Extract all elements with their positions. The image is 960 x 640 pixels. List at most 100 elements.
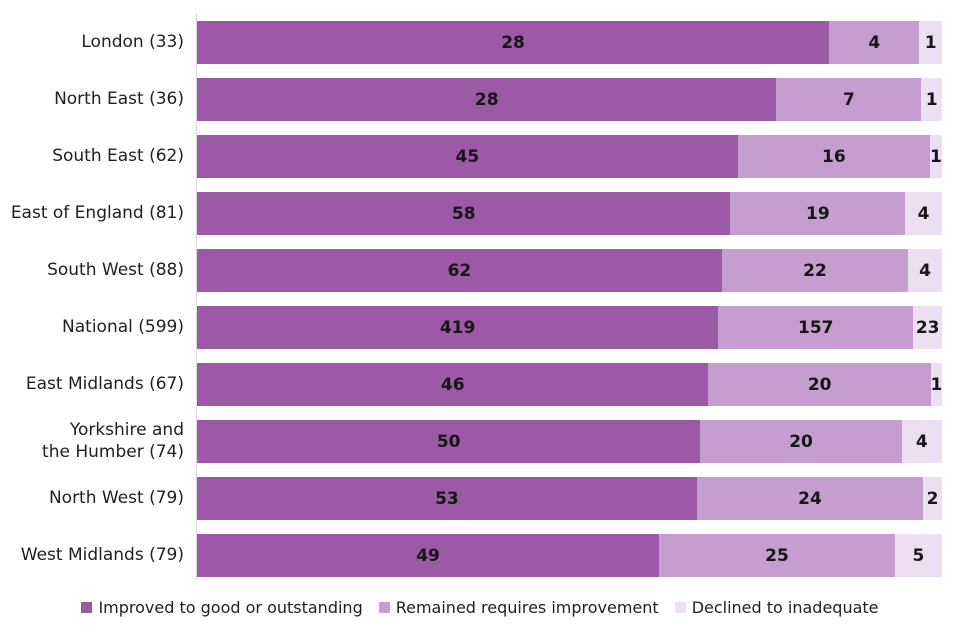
category-label: South East (62) — [52, 145, 184, 166]
bar-segment: 16 — [737, 135, 930, 178]
bar-segment: 24 — [696, 477, 924, 520]
value-label: 45 — [455, 146, 480, 167]
chart-row: Yorkshire and the Humber (74) 50 20 4 — [0, 413, 960, 470]
bar-segment: 45 — [197, 135, 738, 178]
chart-row: London (33) 28 4 1 — [0, 14, 960, 71]
bar-segment: 419 — [197, 306, 719, 349]
value-label: 20 — [807, 374, 832, 395]
bar-group: 50 20 4 — [197, 420, 942, 463]
value-label: 1 — [930, 146, 942, 167]
category-label: North East (36) — [54, 88, 184, 109]
bar-segment: 20 — [700, 420, 902, 463]
bar-group: 28 7 1 — [197, 78, 942, 121]
bar-group: 49 25 5 — [197, 534, 942, 577]
bar-segment: 1 — [929, 135, 942, 178]
legend-label: Remained requires improvement — [395, 598, 659, 617]
bar-segment: 4 — [905, 192, 942, 235]
value-label: 19 — [805, 203, 830, 224]
category-label: East of England (81) — [10, 202, 184, 223]
bar-segment: 62 — [197, 249, 722, 292]
bar-group: 45 16 1 — [197, 135, 942, 178]
bar-segment: 53 — [197, 477, 697, 520]
value-label: 419 — [439, 317, 476, 338]
legend-swatch-icon — [81, 602, 93, 613]
legend: Improved to good or outstanding Remained … — [0, 598, 960, 617]
bar-segment: 49 — [197, 534, 660, 577]
bar-segment: 22 — [721, 249, 909, 292]
bar-segment: 4 — [829, 21, 920, 64]
category-label: London (33) — [81, 31, 184, 52]
bar-segment: 25 — [659, 534, 895, 577]
chart-row: North West (79) 53 24 2 — [0, 470, 960, 527]
value-label: 1 — [930, 374, 943, 395]
chart-row: South East (62) 45 16 1 — [0, 128, 960, 185]
bar-group: 58 19 4 — [197, 192, 942, 235]
bar-segment: 5 — [894, 534, 942, 577]
chart-row: West Midlands (79) 49 25 5 — [0, 527, 960, 584]
value-label: 157 — [798, 317, 834, 338]
legend-label: Declined to inadequate — [691, 598, 879, 617]
value-label: 7 — [842, 89, 855, 110]
chart-row: East Midlands (67) 46 20 1 — [0, 356, 960, 413]
bar-segment: 46 — [197, 363, 709, 406]
bar-segment: 20 — [708, 363, 931, 406]
bar-group: 62 22 4 — [197, 249, 942, 292]
bar-segment: 4 — [901, 420, 942, 463]
bar-segment: 1 — [919, 21, 942, 64]
bar-group: 53 24 2 — [197, 477, 942, 520]
value-label: 4 — [917, 203, 930, 224]
category-label: National (599) — [62, 316, 184, 337]
value-label: 1 — [924, 32, 937, 53]
bar-group: 28 4 1 — [197, 21, 942, 64]
value-label: 4 — [915, 431, 928, 452]
bar-segment: 7 — [776, 78, 922, 121]
bar-segment: 28 — [197, 78, 777, 121]
chart-row: East of England (81) 58 19 4 — [0, 185, 960, 242]
value-label: 50 — [436, 431, 461, 452]
category-label: West Midlands (79) — [20, 544, 184, 565]
value-label: 53 — [435, 488, 459, 509]
bar-segment: 19 — [730, 192, 906, 235]
value-label: 2 — [926, 488, 939, 509]
legend-swatch-icon — [674, 602, 686, 613]
category-label: East Midlands (67) — [25, 373, 184, 394]
bar-segment: 50 — [197, 420, 701, 463]
bar-segment: 2 — [923, 477, 942, 520]
value-label: 1 — [925, 89, 938, 110]
value-label: 22 — [803, 260, 827, 281]
stacked-bar-chart: London (33) 28 4 1 North East (36) 28 7 1 South … — [0, 14, 960, 617]
category-label: Yorkshire and the Humber (74) — [42, 420, 184, 462]
value-label: 49 — [416, 545, 440, 566]
bar-segment: 1 — [931, 363, 942, 406]
bar-group: 419 157 23 — [197, 306, 942, 349]
category-label: South West (88) — [47, 259, 184, 280]
value-label: 58 — [451, 203, 476, 224]
value-label: 23 — [915, 317, 940, 338]
value-label: 28 — [501, 32, 525, 53]
category-label: North West (79) — [48, 487, 184, 508]
legend-item: Declined to inadequate — [674, 598, 879, 617]
bar-segment: 1 — [921, 78, 942, 121]
bar-segment: 23 — [913, 306, 942, 349]
value-label: 24 — [798, 488, 822, 509]
legend-item: Improved to good or outstanding — [81, 598, 363, 617]
value-label: 25 — [765, 545, 789, 566]
bar-segment: 28 — [197, 21, 830, 64]
value-label: 4 — [919, 260, 931, 281]
chart-rows: London (33) 28 4 1 North East (36) 28 7 1 South … — [0, 14, 960, 584]
chart-row: North East (36) 28 7 1 — [0, 71, 960, 128]
value-label: 62 — [447, 260, 472, 281]
legend-label: Improved to good or outstanding — [98, 598, 363, 617]
value-label: 4 — [868, 32, 881, 53]
chart-row: South West (88) 62 22 4 — [0, 242, 960, 299]
value-label: 46 — [440, 374, 465, 395]
value-label: 16 — [822, 146, 846, 167]
legend-item: Remained requires improvement — [378, 598, 659, 617]
value-label: 28 — [474, 89, 499, 110]
bar-group: 46 20 1 — [197, 363, 942, 406]
bar-segment: 157 — [718, 306, 914, 349]
value-label: 20 — [789, 431, 813, 452]
bar-segment: 58 — [197, 192, 731, 235]
chart-row: National (599) 419 157 23 — [0, 299, 960, 356]
bar-segment: 4 — [908, 249, 942, 292]
